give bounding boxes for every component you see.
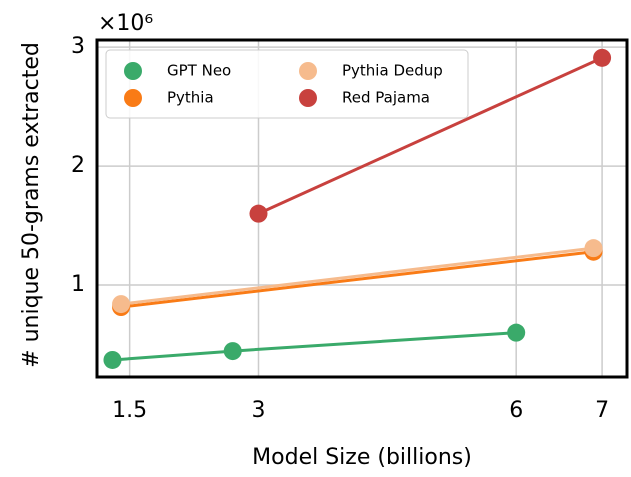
plot-frame [95,38,629,379]
legend-marker [124,62,142,80]
series-line [257,56,603,216]
y-tick-label: 1 [71,272,85,297]
data-point [103,350,122,369]
legend-label: Pythia Dedup [342,62,443,80]
data-point [112,295,131,314]
legend-label: Red Pajama [342,89,430,107]
x-tick-label: 6 [509,398,523,423]
legend-marker [124,89,142,107]
x-tick-label: 1.5 [112,398,147,423]
legend-label: GPT Neo [167,62,231,80]
series-line [120,250,594,309]
x-tick-label: 3 [251,398,265,423]
y-tick-label: 2 [71,153,85,178]
data-point [584,239,603,258]
offset-text: ×10⁶ [98,11,153,36]
y-axis-label: # unique 50-grams extracted [19,42,44,368]
data-point [249,204,268,223]
legend-marker [299,89,317,107]
series-line [120,246,594,306]
data-point [223,342,242,361]
legend-label: Pythia [167,89,214,107]
data-point [593,48,612,67]
x-axis-label: Model Size (billions) [252,445,472,470]
series-line [112,331,517,362]
y-tick-label: 3 [71,34,85,59]
data-point [507,323,526,342]
legend-box [105,49,469,119]
x-tick-label: 7 [595,398,609,423]
legend-marker [299,62,317,80]
